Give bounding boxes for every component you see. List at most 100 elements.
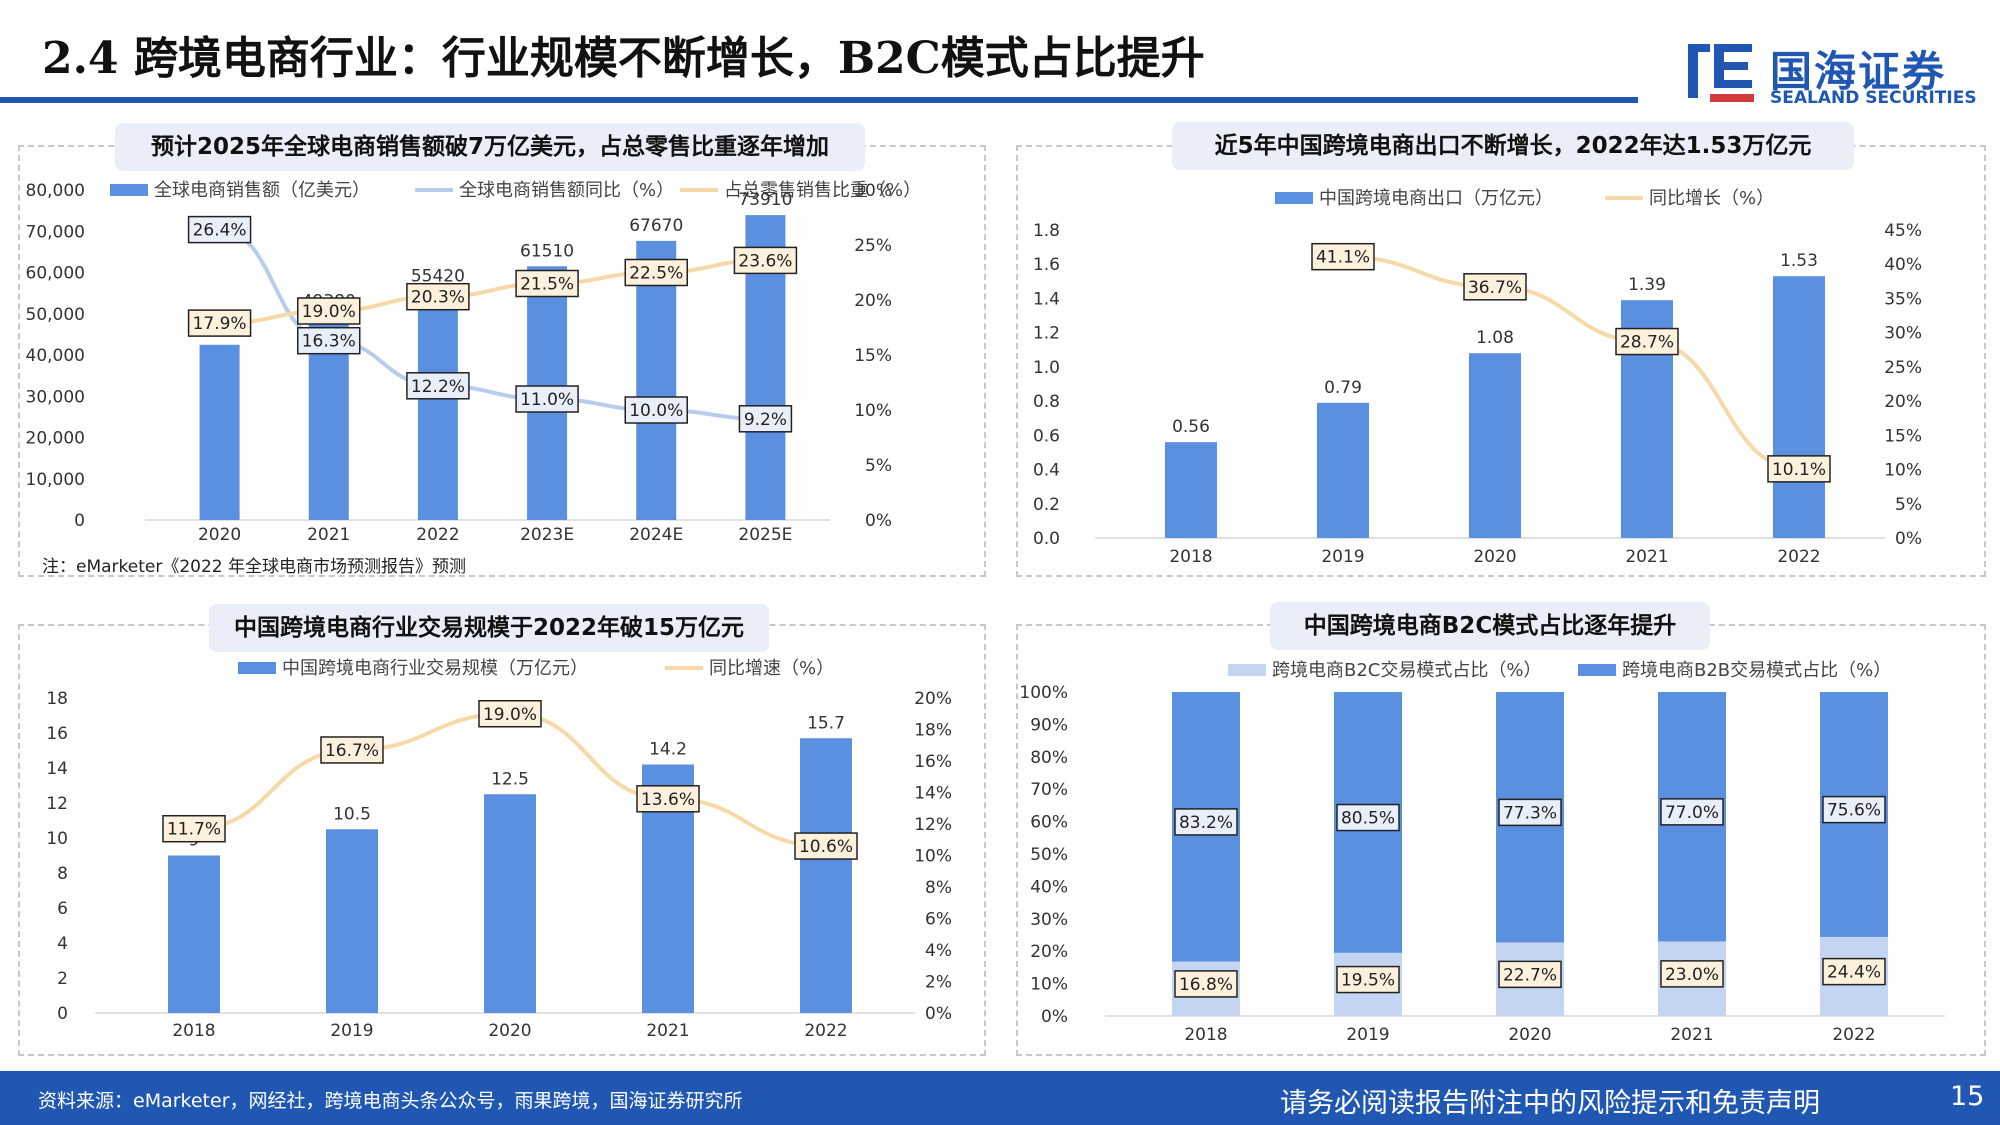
line-data-label-box <box>1463 273 1527 301</box>
legend-label: 跨境电商B2B交易模式占比（%） <box>1622 660 1891 681</box>
x-tick-label: 2022 <box>1777 547 1820 567</box>
data-label-b2b-box <box>1174 808 1238 836</box>
data-label-b2c: 23.0% <box>1665 965 1719 985</box>
line-data-label: 20.3% <box>411 288 465 308</box>
y-tick-label: 0.8 <box>1033 392 1060 412</box>
bar <box>800 738 852 1013</box>
line-data-label: 21.5% <box>520 275 574 295</box>
y2-tick-label: 15% <box>854 346 892 366</box>
chart-panel-global-ecommerce: 80,000 70,000 60,000 50,000 40,000 30,000 20,0… <box>18 145 986 577</box>
line-data-label: 13.6% <box>641 790 695 810</box>
y-tick-label: 18 <box>46 689 68 709</box>
data-label-b2b-box <box>1498 798 1562 827</box>
data-label-b2c-box <box>1174 970 1238 998</box>
y-tick-label: 50% <box>1030 845 1068 865</box>
bar <box>1469 353 1521 538</box>
logo-name-en: SEALAND SECURITIES <box>1770 88 1977 108</box>
y2-tick-label: 16% <box>914 752 952 772</box>
x-tick-label: 2022 <box>416 525 459 545</box>
y2-tick-label: 5% <box>1895 495 1922 515</box>
data-label-b2b: 77.0% <box>1665 803 1719 823</box>
x-tick-label: 2020 <box>488 1021 531 1041</box>
line-data-label: 36.7% <box>1468 278 1522 298</box>
line-data-label: 10.6% <box>799 837 853 857</box>
y-tick-label: 40,000 <box>26 346 85 366</box>
y2-tick-label: 14% <box>914 784 952 804</box>
logo-mark-icon <box>1688 44 1754 102</box>
y-tick-label: 6 <box>57 899 68 919</box>
data-label-b2c: 19.5% <box>1341 971 1395 991</box>
bar-value-label: 55420 <box>411 266 465 286</box>
line-data-label: 12.2% <box>411 377 465 397</box>
line-data-label: 16.3% <box>302 332 356 352</box>
chart-cross-border-export: 1.8 1.6 1.4 1.2 1.0 0.8 0.6 0.4 0.2 0.0 45% 40% 35% 3… <box>1033 188 1922 567</box>
bar-value-label: 12.5 <box>491 769 529 789</box>
x-tick-label: 2021 <box>646 1021 689 1041</box>
legend-swatch <box>1228 664 1266 676</box>
x-tick-label: 2019 <box>330 1021 373 1041</box>
bar-value-label: 0.79 <box>1324 378 1362 398</box>
bar <box>636 240 677 520</box>
y2-tick-label: 25% <box>1884 358 1922 378</box>
line-data-label: 19.0% <box>483 705 537 725</box>
x-tick-label: 2020 <box>1508 1025 1551 1045</box>
y-tick-label: 50,000 <box>26 305 85 325</box>
y2-tick-label: 6% <box>925 910 952 930</box>
data-label-b2b-box <box>1822 795 1886 824</box>
y-tick-label: 10 <box>46 829 68 849</box>
data-label-b2b-box <box>1336 803 1400 832</box>
legend-swatch <box>110 184 148 196</box>
legend-label: 全球电商销售额同比（%） <box>459 180 674 201</box>
y-tick-label: 0.0 <box>1033 529 1060 549</box>
data-label-b2c-box <box>1660 960 1724 988</box>
legend-label: 中国跨境电商出口（万亿元） <box>1319 188 1553 209</box>
y2-tick-label: 30% <box>1884 324 1922 344</box>
bar <box>168 855 220 1013</box>
x-tick-label: 2023E <box>520 525 574 545</box>
legend-swatch <box>1275 192 1313 204</box>
footer-disclaimer: 请务必阅读报告附注中的风险提示和免责声明 <box>1280 1088 1820 1119</box>
x-tick-label: 2021 <box>1625 547 1668 567</box>
logo-name-cn: 国海证券 <box>1770 47 1947 96</box>
y-tick-label: 30,000 <box>26 387 85 407</box>
bar-value-label: 73910 <box>738 190 792 210</box>
x-tick-label: 2025E <box>738 525 792 545</box>
chart-caption-transaction-scale: 中国跨境电商行业交易规模于2022年破15万亿元 <box>209 604 769 652</box>
y2-tick-label: 15% <box>1884 426 1922 446</box>
legend-label: 同比增长（%） <box>1649 188 1774 209</box>
bar <box>417 291 458 520</box>
series-line <box>1342 254 1800 471</box>
y-tick-label: 16 <box>46 724 68 744</box>
y-tick-label: 14 <box>46 759 68 779</box>
company-logo: 国海证券 SEALAND SECURITIES <box>1680 38 1980 108</box>
bar-value-label: 0.56 <box>1172 417 1210 437</box>
y-tick-label: 12 <box>46 794 68 814</box>
line-data-label-box <box>515 385 579 413</box>
y2-tick-label: 35% <box>1884 289 1922 309</box>
x-tick-label: 2019 <box>1346 1025 1389 1045</box>
chart-transaction-scale: 18 16 14 12 10 8 6 4 2 0 20% 18% 16% 14% 12% 10% 8% 6% 4% 2… <box>46 658 952 1041</box>
x-tick-label: 2021 <box>1670 1025 1713 1045</box>
x-tick-label: 2020 <box>198 525 241 545</box>
y-tick-label: 0 <box>74 511 85 531</box>
line-data-label-box <box>297 326 361 355</box>
line-data-label-box <box>320 736 384 764</box>
line-data-label-box <box>794 832 858 860</box>
y-tick-label: 40% <box>1030 877 1068 897</box>
y2-tick-label: 40% <box>1884 255 1922 275</box>
line-data-label-box <box>478 700 542 728</box>
legend-label: 跨境电商B2C交易模式占比（%） <box>1272 660 1541 681</box>
x-tick-label: 2020 <box>1473 547 1516 567</box>
y2-tick-label: 20% <box>914 689 952 709</box>
legend-label: 中国跨境电商行业交易规模（万亿元） <box>282 658 588 679</box>
y2-tick-label: 2% <box>925 973 952 993</box>
data-label-b2c-box <box>1498 960 1562 989</box>
data-label-b2b: 80.5% <box>1341 809 1395 829</box>
y-tick-label: 20,000 <box>26 429 85 449</box>
line-data-label-box <box>162 814 226 843</box>
line-data-label-box <box>636 785 700 813</box>
line-data-label: 9.2% <box>744 410 787 430</box>
y-tick-label: 100% <box>1019 683 1068 703</box>
line-data-label: 41.1% <box>1316 248 1370 268</box>
legend-label: 全球电商销售额（亿美元） <box>154 180 370 201</box>
